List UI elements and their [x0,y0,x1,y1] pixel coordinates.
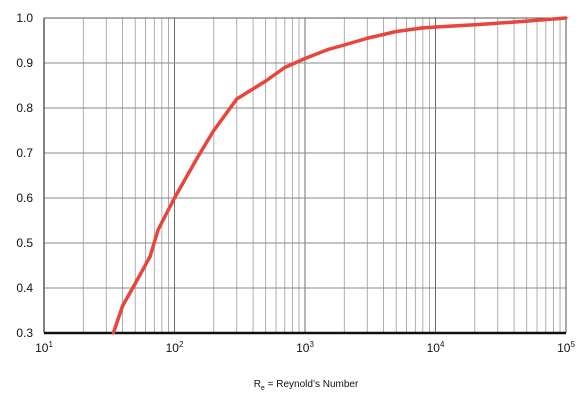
data-point [111,331,115,335]
data-point [235,97,239,101]
y-axis-ticks: 1.0 0.9 0.8 0.7 0.6 0.5 0.4 0.3 [16,11,33,340]
x-tick-label: 105 [557,340,575,355]
x-axis-ticks: 101 102 103 104 105 [35,340,575,355]
data-point [394,29,398,34]
x-axis-label: Re = Reynold’s Number [254,379,359,392]
plot-frame [43,17,567,335]
data-point [421,26,425,30]
minor-gridlines [82,18,561,333]
y-tick-label: 0.3 [16,326,33,340]
x-tick-label: 103 [296,340,314,355]
data-point [212,128,216,133]
data-point [120,304,125,308]
series-layer [111,16,568,335]
data-point [148,254,152,259]
y-tick-label: 0.8 [16,101,33,115]
data-point [156,227,160,232]
y-tick-label: 0.7 [16,146,33,160]
data-point [195,155,200,160]
y-tick-label: 1.0 [16,11,33,25]
data-point [433,25,438,29]
data-point [473,23,477,27]
x-tick-label: 101 [35,340,53,355]
y-tick-label: 0.5 [16,236,33,250]
y-tick-label: 0.9 [16,56,33,70]
x-tick-label: 104 [427,340,445,355]
data-point [303,56,307,61]
data-point [564,16,568,20]
y-tick-label: 0.4 [16,281,33,295]
data-point [365,36,369,40]
x-tick-label: 102 [166,340,184,355]
y-tick-label: 0.6 [16,191,33,205]
data-point [342,43,346,47]
data-point [525,19,529,23]
data-point [264,79,268,83]
data-point [133,281,137,286]
data-point [172,196,177,200]
data-point [283,65,287,70]
data-point [326,47,330,52]
